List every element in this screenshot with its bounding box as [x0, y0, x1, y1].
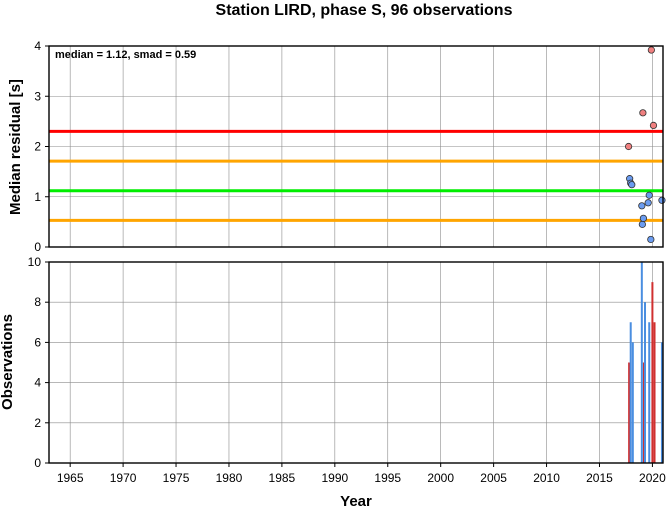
residual-panel: 0 1 2 3 4 median = 1.12, smad = 0.59 Median … [7, 39, 666, 254]
obs-y-tick-10: 10 [28, 255, 42, 269]
normal-point-3 [638, 202, 646, 210]
observation-bars [628, 262, 663, 463]
year-tick-1970: 1970 [110, 471, 137, 485]
residual-y-tick-2: 2 [34, 140, 41, 154]
year-x-axis-label: Year [340, 493, 372, 510]
obs-y-tick-0: 0 [34, 456, 41, 470]
year-x-ticks: 1965 1970 1975 1980 1985 1990 1995 2000 2005 2010… [57, 463, 666, 485]
observations-panel: 0 2 4 6 8 10 1965 1970 1975 1980 1985 1990 1995 2000… [0, 255, 666, 510]
normal-point-6 [644, 199, 652, 207]
outlier-point-0 [624, 142, 633, 151]
normal-point-2 [628, 181, 636, 189]
outlier-point-2 [647, 46, 655, 54]
residual-y-ticks: 0 1 2 3 4 [34, 39, 49, 254]
obs-y-tick-6: 6 [34, 335, 41, 349]
obs-y-tick-4: 4 [34, 376, 41, 390]
obs-y-tick-8: 8 [34, 295, 41, 309]
observations-y-axis-label: Observations [0, 314, 16, 410]
residual-y-tick-4: 4 [34, 39, 41, 53]
normal-point-4 [638, 220, 646, 228]
year-tick-1985: 1985 [269, 471, 296, 485]
normal-point-5 [639, 214, 648, 222]
year-tick-1980: 1980 [216, 471, 243, 485]
normal-point-8 [647, 235, 655, 244]
observations-y-ticks: 0 2 4 6 8 10 [28, 255, 49, 470]
normal-point-9 [658, 196, 666, 204]
residual-points [624, 46, 666, 244]
normal-point-7 [645, 191, 653, 199]
outlier-point-1 [639, 109, 647, 117]
year-tick-2015: 2015 [586, 471, 613, 485]
year-tick-1995: 1995 [374, 471, 401, 485]
year-tick-2005: 2005 [480, 471, 507, 485]
residual-y-tick-0: 0 [34, 240, 41, 254]
reference-lines [49, 129, 663, 222]
residual-grid [49, 45, 663, 248]
year-tick-1965: 1965 [57, 471, 84, 485]
observations-plot-frame [48, 261, 664, 464]
outlier-point-3 [649, 121, 658, 129]
year-tick-2000: 2000 [427, 471, 454, 485]
residual-y-tick-1: 1 [34, 190, 41, 204]
observations-grid [49, 261, 663, 464]
year-tick-2010: 2010 [533, 471, 560, 485]
obs-y-tick-2: 2 [34, 416, 41, 430]
year-tick-1975: 1975 [163, 471, 190, 485]
chart-title: Station LIRD, phase S, 96 observations [216, 2, 513, 19]
residual-y-axis-label: Median residual [s] [7, 79, 24, 215]
annotation-median-smad: median = 1.12, smad = 0.59 [55, 49, 196, 61]
year-tick-2020: 2020 [639, 471, 666, 485]
residual-y-tick-3: 3 [34, 89, 41, 103]
year-tick-1990: 1990 [321, 471, 348, 485]
